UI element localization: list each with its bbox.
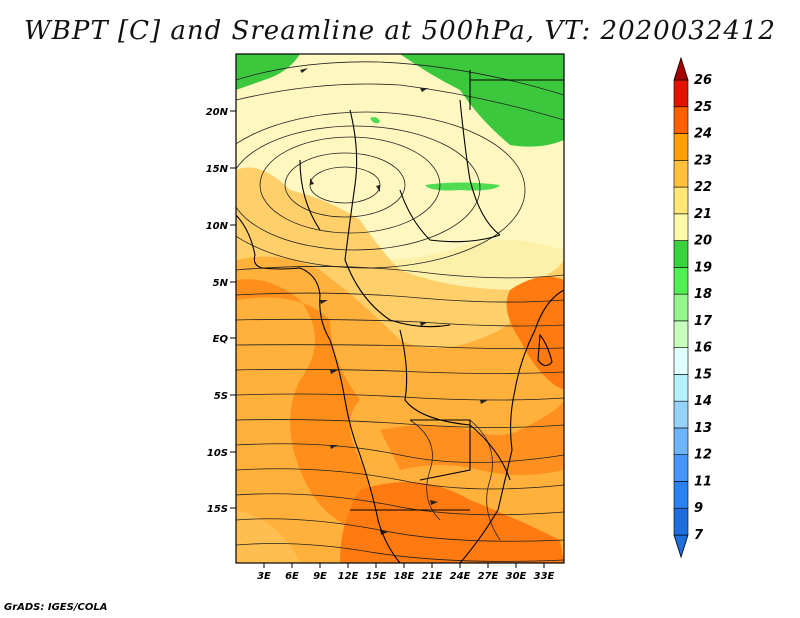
colorbar-swatch	[673, 347, 689, 375]
field-green-dot	[370, 117, 380, 124]
lat-tick-label: 15S	[207, 504, 228, 515]
lat-tick-label: EQ	[213, 334, 229, 345]
lon-tick-label: 27E	[478, 571, 499, 582]
colorbar-swatch	[673, 267, 689, 295]
lon-tick-label: 15E	[366, 571, 387, 582]
colorbar: 7 9 11 12 13 14 15 16 17 18 19 20 21 22 23 24 25 26	[673, 56, 713, 559]
lon-tick-label: 24E	[450, 571, 471, 582]
field-23-24-south	[340, 482, 564, 563]
colorbar-swatch	[673, 427, 689, 456]
field-23-east	[506, 276, 564, 390]
colorbar-swatch	[673, 159, 689, 188]
colorbar-swatch	[673, 213, 689, 241]
colorbar-label: 16	[694, 341, 712, 356]
map-frame	[235, 53, 565, 564]
colorbar-swatch	[673, 481, 689, 509]
field-sw	[236, 510, 300, 563]
lon-tick-label: 6E	[285, 571, 299, 582]
field-22-23-south	[380, 400, 564, 475]
country-borders	[236, 70, 564, 563]
colorbar-label: 14	[694, 394, 712, 409]
colorbar-swatch	[673, 293, 689, 322]
colorbar-swatch	[673, 106, 689, 134]
lon-tick-label: 33E	[534, 571, 555, 582]
lat-tick-label: 10S	[207, 448, 228, 459]
map-panel	[236, 54, 564, 563]
colorbar-label: 20	[694, 234, 712, 249]
colorbar-label: 9	[694, 501, 703, 516]
colorbar-label: 24	[694, 127, 712, 142]
colorbar-swatch	[673, 79, 689, 108]
lat-axis: 20N 15N 10N 5N EQ 5S 10S 15S	[206, 107, 236, 515]
field-green-mid	[425, 182, 500, 191]
colorbar-swatch	[673, 133, 689, 161]
colorbar-swatch	[673, 186, 689, 215]
lon-tick-label: 18E	[394, 571, 415, 582]
colorbar-label: 13	[694, 421, 712, 436]
colorbar-label: 17	[694, 314, 713, 329]
lon-tick-label: 3E	[257, 571, 271, 582]
colorbar-swatch	[673, 507, 689, 536]
colorbar-upper-triangle	[673, 56, 689, 81]
colorbar-label: 25	[694, 100, 712, 115]
streamlines	[236, 61, 564, 562]
lon-axis: 3E 6E 9E 12E 15E 18E 21E 24E 27E 30E 33E	[257, 563, 555, 582]
colorbar-swatch	[673, 400, 689, 429]
streamline-arrows	[300, 68, 488, 535]
grads-credit: GrADS: IGES/COLA	[4, 602, 108, 613]
lat-tick-label: 20N	[206, 107, 229, 118]
lat-tick-label: 5S	[214, 391, 228, 402]
chart-title: WBPT [C] and Sreamline at 500hPa, VT: 20…	[24, 16, 776, 46]
colorbar-label: 22	[694, 180, 712, 195]
lon-tick-label: 9E	[313, 571, 327, 582]
colorbar-label: 18	[694, 287, 712, 302]
lon-tick-label: 30E	[506, 571, 527, 582]
colorbar-swatch	[673, 374, 689, 402]
colorbar-label: 15	[694, 367, 712, 382]
colorbar-swatch	[673, 320, 689, 348]
field-22-23-west	[236, 279, 370, 530]
field-green-ne	[400, 54, 564, 147]
colorbar-label: 23	[694, 153, 712, 168]
colorbar-label: 26	[694, 73, 712, 88]
lat-tick-label: 15N	[206, 164, 229, 175]
colorbar-label: 7	[694, 528, 704, 543]
colorbar-label: 12	[694, 448, 712, 463]
lat-tick-label: 10N	[206, 221, 229, 232]
colorbar-swatch	[673, 454, 689, 482]
colorbar-label: 11	[694, 474, 712, 489]
lat-tick-label: 5N	[213, 278, 229, 289]
colorbar-label: 21	[694, 207, 712, 222]
colorbar-swatch	[673, 240, 689, 268]
lon-tick-label: 12E	[338, 571, 359, 582]
colorbar-lower-triangle	[673, 534, 689, 559]
field-green-nw	[236, 54, 300, 90]
lon-tick-label: 21E	[422, 571, 443, 582]
colorbar-label: 19	[694, 260, 712, 275]
